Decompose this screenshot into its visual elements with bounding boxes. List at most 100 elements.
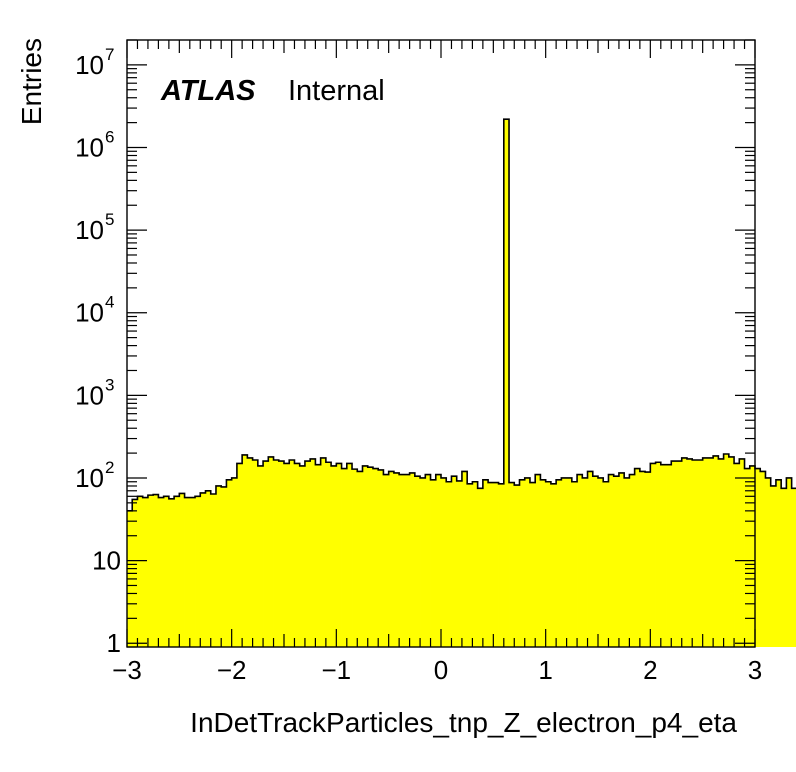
histogram-bin <box>629 474 636 647</box>
histogram-outline <box>127 118 796 512</box>
histogram-bin <box>320 457 327 647</box>
histogram-bin <box>760 471 766 647</box>
histogram-bin <box>461 471 468 647</box>
histogram-bin <box>409 472 416 647</box>
histogram-bin <box>666 464 672 647</box>
histogram-bin <box>493 482 499 647</box>
histogram-bin <box>210 493 217 647</box>
histogram-bin <box>509 482 515 647</box>
histogram-bin <box>577 474 583 647</box>
histogram-bin <box>535 474 541 647</box>
histogram-bin <box>189 497 196 647</box>
histogram-bin <box>174 496 180 647</box>
histogram-bin <box>310 458 316 647</box>
histogram-bin <box>524 477 531 647</box>
y-tick-label: 10 2 <box>75 458 114 493</box>
histogram-bin <box>221 486 227 647</box>
histogram-bin <box>561 477 567 647</box>
histogram-bin <box>765 477 772 647</box>
histogram-bin <box>624 477 630 647</box>
histogram-bin <box>341 468 348 647</box>
histogram-bin <box>728 456 735 647</box>
histogram-bin <box>770 485 777 647</box>
histogram-bin <box>284 463 290 647</box>
axis-ticks <box>126 39 756 648</box>
y-tick-label: 10 5 <box>75 210 114 245</box>
histogram-bin <box>336 463 342 647</box>
histogram-bin <box>352 469 358 647</box>
histogram-bin <box>749 465 756 647</box>
y-tick-base: 10 <box>75 215 104 245</box>
histogram-bin <box>697 460 704 647</box>
histogram-bars <box>127 119 796 647</box>
y-tick-exponent: 2 <box>105 458 114 477</box>
histogram-bin <box>147 495 154 647</box>
histogram-bin <box>592 476 599 647</box>
histogram-bin <box>681 457 688 647</box>
histogram-bin <box>289 460 295 647</box>
histogram-bin <box>331 465 337 647</box>
histogram-bin <box>378 469 384 647</box>
histogram-bin <box>205 490 212 647</box>
histogram-bin <box>357 471 363 647</box>
histogram-bin <box>242 454 248 647</box>
histogram-bin <box>446 481 452 647</box>
histogram-bin <box>278 461 285 647</box>
histogram-bin <box>786 477 793 647</box>
histogram-bin <box>519 479 526 647</box>
x-tick-label: 3 <box>748 655 762 685</box>
x-tick-label: 0 <box>434 655 448 685</box>
histogram-bin <box>425 474 431 647</box>
x-tick-label: −3 <box>112 655 142 685</box>
histogram-bin <box>383 474 390 647</box>
histogram-bin <box>488 482 494 647</box>
histogram-bin <box>529 482 536 647</box>
histogram-bin <box>556 479 562 647</box>
histogram-bin <box>613 476 620 647</box>
histogram-bin <box>744 468 751 647</box>
histogram-bin <box>273 460 280 647</box>
atlas-label: ATLAS <box>160 75 256 107</box>
histogram-bin <box>545 481 552 647</box>
histogram-bin <box>503 119 510 647</box>
histogram-bin <box>514 485 520 647</box>
histogram-bin <box>179 493 185 647</box>
histogram-bin <box>451 476 458 647</box>
histogram-bin <box>184 497 191 647</box>
y-tick-label: 10 7 <box>75 45 114 80</box>
histogram-bin <box>618 472 625 647</box>
histogram-bin <box>655 462 662 647</box>
y-tick-label: 10 3 <box>75 375 114 410</box>
histogram-bin <box>671 461 677 647</box>
y-tick-base: 1 <box>107 628 121 658</box>
y-tick-base: 10 <box>75 132 104 162</box>
histogram-bin <box>163 496 170 647</box>
histogram-bin <box>153 494 159 647</box>
histogram-bin <box>257 465 264 647</box>
y-tick-base: 10 <box>92 546 121 576</box>
histogram-bin <box>315 464 322 647</box>
histogram-bin <box>399 474 405 647</box>
histogram-bin <box>639 471 646 647</box>
histogram-bin <box>587 471 594 647</box>
histogram-bin <box>467 483 473 647</box>
y-tick-exponent: 3 <box>105 375 114 394</box>
histogram-bin <box>472 481 479 647</box>
histogram-bin <box>482 479 489 647</box>
histogram-bin <box>247 457 253 647</box>
histogram-bin <box>498 483 505 647</box>
histogram-bin <box>713 455 719 647</box>
histogram-bin <box>195 496 201 647</box>
histogram-bin <box>325 462 332 647</box>
histogram-bin <box>200 492 206 647</box>
histogram-bin <box>566 477 573 647</box>
histogram-bin <box>477 488 484 647</box>
x-tick-label: −1 <box>322 655 352 685</box>
histogram-bin <box>702 457 709 647</box>
x-tick-label: 2 <box>643 655 657 685</box>
y-tick-exponent: 6 <box>105 127 114 146</box>
histogram-bin <box>346 463 353 647</box>
histogram-bin <box>252 460 259 647</box>
histogram-bin <box>608 474 615 647</box>
